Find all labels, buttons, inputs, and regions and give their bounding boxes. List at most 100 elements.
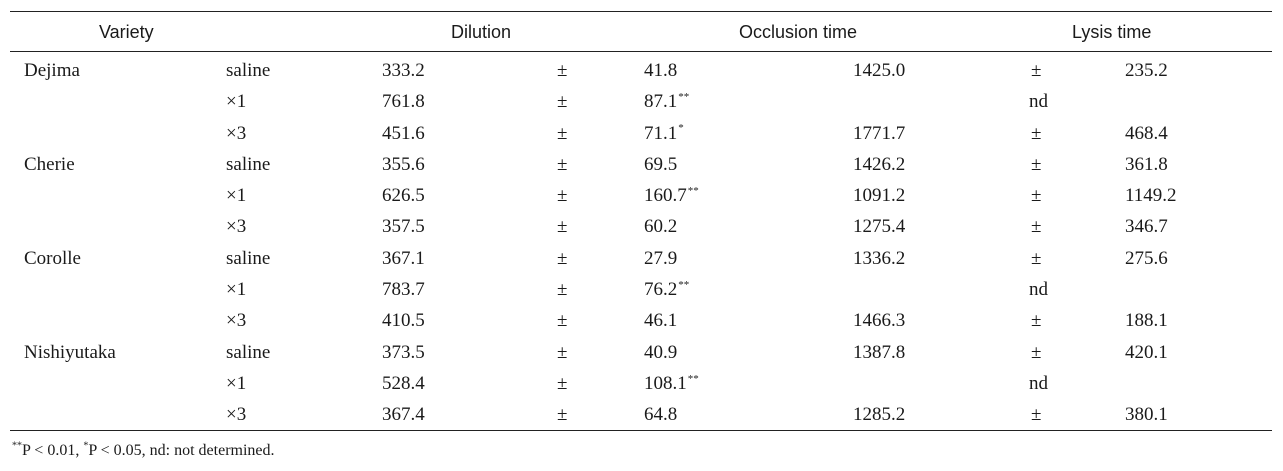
- lysis-mean-cell: 1285.2: [853, 404, 906, 426]
- lysis-plusminus-cell: ±: [1031, 310, 1042, 332]
- occlusion-sd-value: 87.1: [644, 91, 678, 113]
- occlusion-plusminus-cell: ±: [557, 279, 568, 301]
- occlusion-sd-value: 108.1: [644, 372, 687, 394]
- occlusion-sd-cell: 71.1*: [644, 121, 684, 147]
- variety-cell: Nishiyutaka: [24, 341, 116, 363]
- footnote-mark-single: *: [83, 440, 89, 452]
- occlusion-sd-cell: 87.1**: [644, 89, 689, 115]
- lysis-sd-cell: 1149.2: [1125, 185, 1177, 207]
- table-row: ×1 626.5 ±160.7** 1091.2 ±1149.2: [0, 183, 1283, 214]
- significance-mark: *: [678, 122, 684, 135]
- table-header-rule: [10, 51, 1272, 52]
- lysis-plusminus-cell: ±: [1031, 122, 1042, 144]
- occlusion-sd-value: 40.9: [644, 341, 678, 363]
- header-lysis-time: Lysis time: [1072, 22, 1152, 42]
- lysis-plusminus-cell: ±: [1031, 341, 1042, 363]
- occlusion-plusminus-cell: ±: [557, 60, 568, 81]
- table-row: ×1 783.7 ±76.2** nd: [0, 277, 1283, 308]
- occlusion-sd-cell: 160.7**: [644, 183, 699, 209]
- occlusion-sd-value: 60.2: [644, 216, 678, 238]
- dilution-cell: ×1: [226, 185, 247, 207]
- lysis-nd-cell: nd: [1029, 91, 1048, 113]
- header-dilution: Dilution: [451, 22, 512, 42]
- table-row: ×3 451.6 ±71.1* 1771.7 ±468.4: [0, 121, 1283, 152]
- variety-cell: Corolle: [24, 247, 81, 269]
- significance-mark: **: [678, 90, 690, 103]
- lysis-mean-cell: 1091.2: [853, 185, 906, 207]
- occlusion-sd-value: 46.1: [644, 310, 678, 332]
- lysis-mean-cell: 1387.8: [853, 341, 906, 363]
- occlusion-sd-cell: 69.5: [644, 152, 678, 178]
- table-row: ×3 410.5 ±46.1 1466.3 ±188.1: [0, 308, 1283, 339]
- occlusion-sd-cell: 60.2: [644, 214, 678, 240]
- dilution-cell: ×1: [226, 279, 247, 301]
- lysis-plusminus-cell: ±: [1031, 185, 1042, 207]
- occlusion-plusminus-cell: ±: [557, 404, 568, 426]
- occlusion-sd-value: 160.7: [644, 185, 687, 207]
- occlusion-mean-cell: 357.5: [382, 216, 425, 238]
- header-variety: Variety: [99, 22, 154, 42]
- occlusion-plusminus-cell: ±: [557, 185, 568, 207]
- lysis-nd-cell: nd: [1029, 372, 1048, 394]
- dilution-cell: ×3: [226, 122, 247, 144]
- lysis-mean-cell: 1466.3: [853, 310, 906, 332]
- table-bottom-rule: [10, 430, 1272, 431]
- occlusion-sd-value: 69.5: [644, 153, 678, 175]
- occlusion-sd-value: 27.9: [644, 247, 678, 269]
- occlusion-sd-cell: 108.1**: [644, 371, 699, 397]
- occlusion-plusminus-cell: ±: [557, 247, 568, 269]
- lysis-plusminus-cell: ±: [1031, 247, 1042, 269]
- lysis-mean-cell: 1275.4: [853, 216, 906, 238]
- lysis-mean-cell: 1426.2: [853, 153, 906, 175]
- dilution-cell: saline: [226, 60, 271, 81]
- occlusion-sd-cell: 64.8: [644, 402, 678, 428]
- lysis-plusminus-cell: ±: [1031, 404, 1042, 426]
- occlusion-sd-value: 76.2: [644, 279, 678, 301]
- table-row: Corolle saline 367.1 ±27.9 1336.2 ±275.6: [0, 246, 1283, 277]
- occlusion-sd-value: 41.8: [644, 60, 678, 81]
- table-row: Nishiyutaka saline 373.5 ±40.9 1387.8 ±420.1: [0, 340, 1283, 371]
- lysis-sd-cell: 188.1: [1125, 310, 1168, 332]
- lysis-sd-cell: 468.4: [1125, 122, 1168, 144]
- significance-mark: **: [687, 372, 699, 385]
- occlusion-plusminus-cell: ±: [557, 91, 568, 113]
- lysis-mean-cell: 1336.2: [853, 247, 906, 269]
- lysis-nd-cell: nd: [1029, 279, 1048, 301]
- dilution-cell: saline: [226, 247, 271, 269]
- occlusion-plusminus-cell: ±: [557, 122, 568, 144]
- footnote-mark-double: **: [12, 440, 22, 452]
- occlusion-plusminus-cell: ±: [557, 341, 568, 363]
- table-row: ×1 761.8 ±87.1** nd: [0, 89, 1283, 120]
- dilution-cell: ×1: [226, 91, 247, 113]
- table-row: ×1 528.4 ±108.1** nd: [0, 371, 1283, 402]
- lysis-sd-cell: 235.2: [1125, 60, 1168, 81]
- lysis-mean-cell: 1771.7: [853, 122, 906, 144]
- occlusion-plusminus-cell: ±: [557, 153, 568, 175]
- occlusion-sd-cell: 41.8: [644, 58, 678, 84]
- table-row: ×3 357.5 ±60.2 1275.4 ±346.7: [0, 214, 1283, 245]
- occlusion-mean-cell: 626.5: [382, 185, 425, 207]
- lysis-sd-cell: 380.1: [1125, 404, 1168, 426]
- occlusion-mean-cell: 410.5: [382, 310, 425, 332]
- occlusion-sd-cell: 46.1: [644, 308, 678, 334]
- lysis-sd-cell: 361.8: [1125, 153, 1168, 175]
- occlusion-plusminus-cell: ±: [557, 216, 568, 238]
- footnote-text-2: P < 0.05, nd: not determined.: [88, 442, 275, 459]
- occlusion-sd-value: 71.1: [644, 122, 678, 144]
- dilution-cell: ×3: [226, 216, 247, 238]
- occlusion-mean-cell: 528.4: [382, 372, 425, 394]
- lysis-sd-cell: 275.6: [1125, 247, 1168, 269]
- footnote-text-1: P < 0.01,: [22, 442, 84, 459]
- table-row: ×3 367.4 ±64.8 1285.2 ±380.1: [0, 402, 1283, 433]
- occlusion-sd-cell: 27.9: [644, 246, 678, 272]
- lysis-mean-cell: 1425.0: [853, 60, 906, 81]
- lysis-sd-cell: 346.7: [1125, 216, 1168, 238]
- significance-mark: **: [687, 184, 699, 197]
- occlusion-mean-cell: 373.5: [382, 341, 425, 363]
- variety-cell: Dejima: [24, 60, 80, 81]
- lysis-plusminus-cell: ±: [1031, 60, 1042, 81]
- lysis-plusminus-cell: ±: [1031, 153, 1042, 175]
- occlusion-mean-cell: 367.4: [382, 404, 425, 426]
- table-top-rule: [10, 11, 1272, 12]
- occlusion-plusminus-cell: ±: [557, 310, 568, 332]
